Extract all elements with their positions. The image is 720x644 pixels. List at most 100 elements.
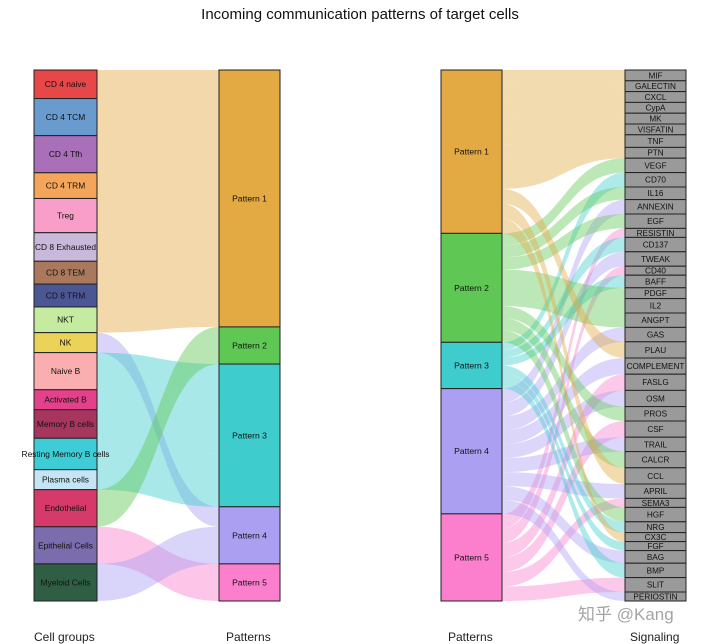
cell-group-node xyxy=(33,172,98,199)
flow-ribbon xyxy=(97,170,219,199)
flow-ribbon xyxy=(502,330,625,522)
flow-ribbon xyxy=(97,195,219,233)
cell-group-label: CD 4 TRM xyxy=(46,181,85,191)
flow-ribbon xyxy=(502,577,625,601)
signaling-label: TWEAK xyxy=(641,255,671,264)
left-pattern-column: Pattern 1 Pattern 2 Pattern 3 Pattern 4 Patt… xyxy=(218,69,281,602)
pattern-node xyxy=(218,363,281,508)
cell-group-label: CD 4 Tfh xyxy=(49,149,83,159)
flow-ribbon xyxy=(502,228,625,529)
pattern-label: Pattern 3 xyxy=(454,360,489,370)
cell-group-node xyxy=(33,437,98,471)
cell-group-label: Myeloid Cells xyxy=(41,577,91,587)
flow-ribbon xyxy=(502,214,625,270)
pattern-node xyxy=(218,506,281,565)
cell-group-node xyxy=(33,526,98,565)
flow-ribbon xyxy=(502,188,625,358)
signaling-label: SEMA3 xyxy=(642,499,670,508)
signaling-label: PERIOSTIN xyxy=(633,592,677,601)
flow-ribbon xyxy=(502,327,625,431)
signaling-label: PDGF xyxy=(644,289,667,298)
signaling-label: CD70 xyxy=(645,176,666,185)
pattern-label: Pattern 2 xyxy=(232,341,267,351)
signaling-label: EGF xyxy=(647,217,664,226)
cell-group-label: Memory B cells xyxy=(37,419,94,429)
flow-ribbon xyxy=(502,390,625,459)
flow-ribbon xyxy=(502,187,625,258)
cell-group-node xyxy=(33,232,98,262)
cell-group-label: CD 8 TRM xyxy=(46,290,85,300)
signaling-label: PTN xyxy=(647,149,663,158)
cell-group-node xyxy=(33,306,98,334)
signaling-label: FGF xyxy=(647,542,663,551)
flow-ribbon xyxy=(97,352,219,403)
flow-ribbon xyxy=(502,269,625,299)
flow-ribbon xyxy=(502,472,625,499)
signaling-label: GAS xyxy=(647,330,665,339)
cell-group-label: Activated B xyxy=(44,395,87,405)
flow-ribbon xyxy=(502,499,625,601)
signaling-label: RESISTIN xyxy=(637,229,675,238)
pattern-node xyxy=(440,388,503,515)
pattern-node xyxy=(440,513,503,602)
flow-ribbon xyxy=(502,486,625,564)
signaling-label: HGF xyxy=(647,510,664,519)
axis-label-cell-groups: Cell groups xyxy=(34,630,95,644)
signaling-label: COMPLEMENT xyxy=(627,362,685,371)
chart-title: Incoming communication patterns of targe… xyxy=(201,6,519,23)
signaling-label: VEGF xyxy=(644,161,666,170)
flow-ribbon xyxy=(502,113,625,145)
flow-ribbon xyxy=(502,266,625,543)
flow-ribbon xyxy=(97,469,219,507)
flow-ribbon xyxy=(502,373,625,551)
signaling-label: CD137 xyxy=(643,240,669,249)
cell-group-node xyxy=(33,197,98,234)
pattern-label: Pattern 5 xyxy=(232,577,267,587)
cell-group-node xyxy=(33,563,98,602)
flow-ribbon xyxy=(502,358,625,445)
flow-ribbon xyxy=(97,438,219,486)
signaling-label: NRG xyxy=(646,523,664,532)
pattern-label: Pattern 1 xyxy=(232,193,267,203)
flow-ribbon xyxy=(502,124,625,160)
cell-group-label: Naive B xyxy=(51,366,81,376)
signaling-label: CXCL xyxy=(645,93,667,102)
flow-ribbon xyxy=(502,374,625,558)
flow-ribbon xyxy=(97,229,219,262)
signaling-label: SLIT xyxy=(647,581,664,590)
flow-ribbon xyxy=(502,437,625,473)
signaling-label: MK xyxy=(649,114,662,123)
flow-ribbon xyxy=(97,279,219,307)
signaling-label: CD40 xyxy=(645,267,666,276)
pattern-node xyxy=(218,563,281,602)
cell-group-label: Plasma cells xyxy=(42,475,89,485)
flow-ribbon xyxy=(97,526,219,601)
signaling-label: CCL xyxy=(647,472,664,481)
signaling-label: TNF xyxy=(648,137,664,146)
flow-ribbon xyxy=(97,301,219,333)
pattern-label: Pattern 5 xyxy=(454,552,489,562)
flow-ribbon xyxy=(97,134,219,173)
cell-group-label: Resting Memory B cells xyxy=(22,449,110,459)
cell-group-label: Epithelial Cells xyxy=(38,540,93,550)
signaling-label: TRAIL xyxy=(644,440,668,449)
signaling-node xyxy=(624,591,687,602)
signaling-label: BMP xyxy=(647,566,665,575)
axis-label-patterns-right: Patterns xyxy=(448,630,493,644)
flow-ribbon xyxy=(502,70,625,85)
signaling-label: FASLG xyxy=(642,378,668,387)
signaling-label: VISFATIN xyxy=(638,125,674,134)
flow-ribbon xyxy=(502,199,625,403)
cell-group-node xyxy=(33,69,98,100)
pattern-label: Pattern 4 xyxy=(454,446,489,456)
pattern-node xyxy=(440,232,503,343)
signaling-label: PROS xyxy=(644,410,668,419)
flow-ribbon xyxy=(97,70,219,99)
flow-ribbon xyxy=(502,318,625,468)
flow-ribbon xyxy=(502,421,625,572)
flow-ribbon xyxy=(502,134,625,174)
signaling-label: PLAU xyxy=(645,346,666,355)
flow-ribbon xyxy=(502,306,625,421)
cell-group-label: CD 8 TEM xyxy=(46,268,85,278)
flow-ribbon xyxy=(97,97,219,136)
